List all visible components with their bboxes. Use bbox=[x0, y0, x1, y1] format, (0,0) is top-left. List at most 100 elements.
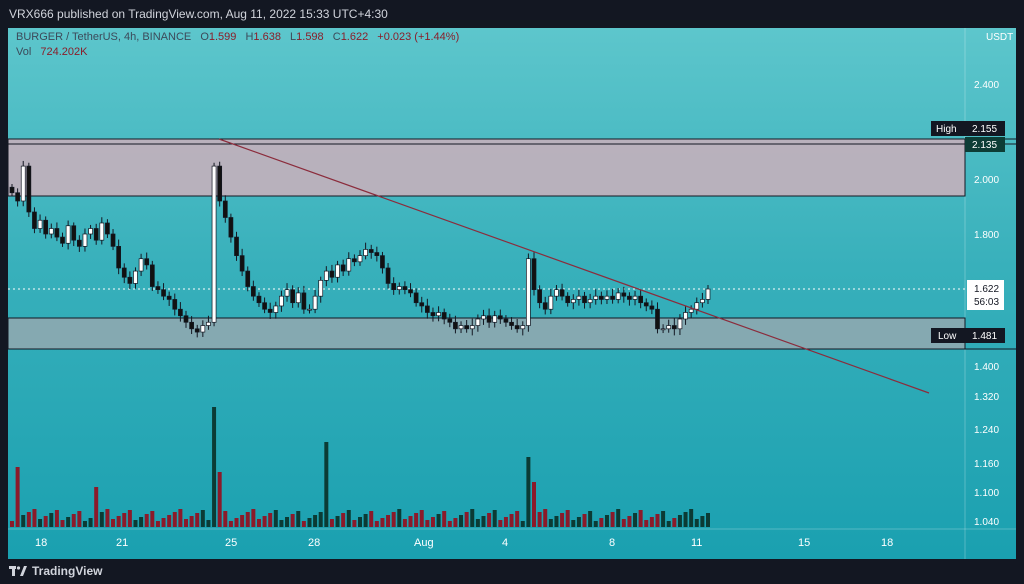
candle-body[interactable] bbox=[211, 165, 217, 323]
candle-body[interactable] bbox=[318, 279, 324, 297]
candle-body[interactable] bbox=[346, 258, 352, 272]
candle-body[interactable] bbox=[239, 255, 245, 272]
candle-body[interactable] bbox=[54, 228, 60, 238]
candle-body[interactable] bbox=[110, 233, 116, 247]
candle-body[interactable] bbox=[469, 325, 475, 330]
candle-body[interactable] bbox=[32, 211, 37, 229]
candle-body[interactable] bbox=[245, 270, 251, 287]
candle-body[interactable] bbox=[65, 225, 71, 244]
candle-body[interactable] bbox=[228, 217, 234, 238]
candle-body[interactable] bbox=[217, 165, 223, 202]
candle-body[interactable] bbox=[537, 289, 542, 304]
candle-body[interactable] bbox=[295, 292, 301, 304]
candle-body[interactable] bbox=[509, 321, 514, 326]
candle-body[interactable] bbox=[368, 249, 374, 253]
candle-body[interactable] bbox=[144, 258, 150, 266]
candle-body[interactable] bbox=[705, 288, 711, 300]
candle-body[interactable] bbox=[497, 315, 503, 320]
candle-body[interactable] bbox=[307, 308, 312, 311]
candle-body[interactable] bbox=[99, 222, 105, 241]
candle-body[interactable] bbox=[26, 165, 32, 213]
candle-body[interactable] bbox=[660, 328, 666, 331]
candle-body[interactable] bbox=[655, 308, 660, 330]
candle-body[interactable] bbox=[486, 315, 492, 323]
candle-body[interactable] bbox=[15, 192, 20, 202]
candle-body[interactable] bbox=[610, 295, 615, 300]
candle-body[interactable] bbox=[419, 302, 425, 307]
candle-body[interactable] bbox=[565, 295, 571, 304]
candle-body[interactable] bbox=[273, 305, 279, 313]
candle-body[interactable] bbox=[194, 328, 200, 333]
candle-body[interactable] bbox=[189, 321, 194, 330]
candle-body[interactable] bbox=[430, 312, 436, 317]
candle-body[interactable] bbox=[548, 295, 554, 310]
candle-body[interactable] bbox=[155, 286, 161, 291]
candle-body[interactable] bbox=[677, 318, 683, 330]
candle-body[interactable] bbox=[172, 299, 178, 310]
candle-body[interactable] bbox=[352, 258, 357, 263]
candle-body[interactable] bbox=[374, 252, 380, 256]
candle-body[interactable] bbox=[425, 305, 430, 313]
candle-body[interactable] bbox=[627, 295, 632, 300]
candle-body[interactable] bbox=[116, 246, 121, 269]
candle-body[interactable] bbox=[694, 302, 700, 310]
candle-body[interactable] bbox=[638, 295, 643, 304]
candle-body[interactable] bbox=[582, 295, 587, 304]
candle-body[interactable] bbox=[323, 270, 329, 281]
candle-body[interactable] bbox=[183, 315, 189, 323]
candle-body[interactable] bbox=[279, 295, 284, 307]
candle-body[interactable] bbox=[161, 289, 166, 297]
candle-body[interactable] bbox=[492, 315, 498, 323]
candle-body[interactable] bbox=[542, 302, 548, 310]
trendline[interactable] bbox=[218, 138, 930, 394]
candle-body[interactable] bbox=[599, 295, 604, 300]
candle-body[interactable] bbox=[666, 325, 672, 330]
candle-body[interactable] bbox=[267, 308, 273, 313]
candle-body[interactable] bbox=[385, 267, 391, 284]
candle-body[interactable] bbox=[256, 295, 262, 304]
candle-body[interactable] bbox=[262, 302, 267, 310]
resistance-zone[interactable] bbox=[8, 138, 966, 197]
candle-body[interactable] bbox=[570, 299, 576, 304]
candle-body[interactable] bbox=[200, 325, 206, 333]
candle-body[interactable] bbox=[441, 312, 447, 320]
candle-body[interactable] bbox=[671, 325, 677, 330]
candle-body[interactable] bbox=[234, 236, 239, 256]
candle-body[interactable] bbox=[284, 289, 290, 297]
candle-body[interactable] bbox=[503, 318, 509, 323]
candle-body[interactable] bbox=[363, 249, 368, 256]
candle-body[interactable] bbox=[251, 286, 256, 297]
candle-body[interactable] bbox=[121, 267, 127, 278]
candle-body[interactable] bbox=[127, 276, 133, 284]
candle-body[interactable] bbox=[77, 239, 82, 247]
tradingview-logo[interactable]: TradingView bbox=[9, 564, 102, 578]
support-zone[interactable] bbox=[8, 317, 966, 350]
candle-body[interactable] bbox=[649, 305, 655, 310]
candle-body[interactable] bbox=[206, 321, 211, 326]
candle-body[interactable] bbox=[615, 292, 621, 300]
candle-body[interactable] bbox=[20, 165, 26, 202]
candle-body[interactable] bbox=[559, 289, 565, 297]
candle-body[interactable] bbox=[458, 325, 464, 330]
candle-body[interactable] bbox=[464, 325, 469, 330]
candle-body[interactable] bbox=[340, 264, 346, 272]
candle-body[interactable] bbox=[133, 270, 138, 284]
candle-body[interactable] bbox=[357, 255, 363, 263]
candle-body[interactable] bbox=[391, 283, 397, 291]
candle-body[interactable] bbox=[481, 315, 486, 320]
candle-body[interactable] bbox=[408, 289, 413, 294]
candle-body[interactable] bbox=[402, 286, 408, 291]
price-chart[interactable]: USDT 2.400 2.000 1.800 1.400 1.320 1.240… bbox=[8, 28, 1016, 559]
candle-body[interactable] bbox=[453, 321, 458, 330]
candle-body[interactable] bbox=[436, 312, 441, 317]
candle-body[interactable] bbox=[178, 308, 183, 317]
candle-body[interactable] bbox=[531, 258, 537, 291]
candle-body[interactable] bbox=[688, 308, 694, 313]
candle-body[interactable] bbox=[380, 255, 385, 269]
candle-body[interactable] bbox=[587, 299, 593, 304]
candle-body[interactable] bbox=[554, 289, 559, 297]
candle-body[interactable] bbox=[475, 318, 481, 326]
candle-body[interactable] bbox=[222, 200, 228, 218]
candle-body[interactable] bbox=[396, 286, 402, 291]
candle-body[interactable] bbox=[60, 236, 65, 244]
